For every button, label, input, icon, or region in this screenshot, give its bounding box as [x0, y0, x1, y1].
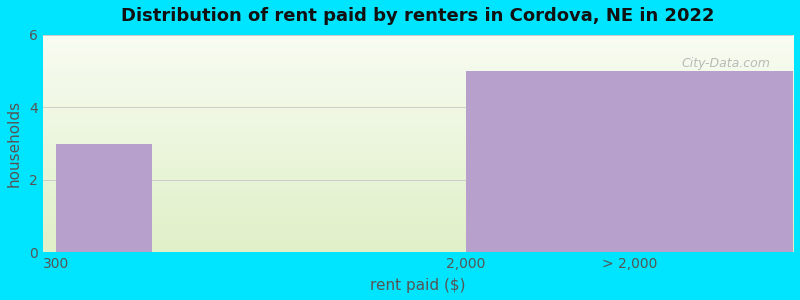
- X-axis label: rent paid ($): rent paid ($): [370, 278, 466, 293]
- Bar: [56, 143, 152, 252]
- Title: Distribution of rent paid by renters in Cordova, NE in 2022: Distribution of rent paid by renters in …: [121, 7, 714, 25]
- Bar: [466, 71, 793, 252]
- Y-axis label: households: households: [7, 100, 22, 187]
- Text: City-Data.com: City-Data.com: [682, 57, 770, 70]
